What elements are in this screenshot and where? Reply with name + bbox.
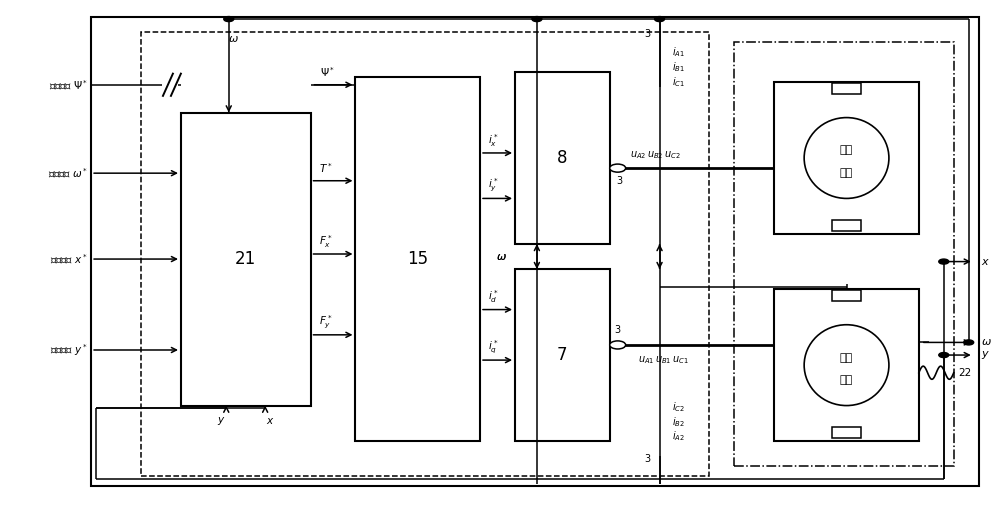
Circle shape — [655, 17, 665, 22]
Text: $\mathit{\omega}$: $\mathit{\omega}$ — [496, 251, 507, 262]
Text: $i_x^*$: $i_x^*$ — [488, 132, 498, 149]
FancyBboxPatch shape — [774, 290, 919, 441]
Ellipse shape — [804, 325, 889, 405]
FancyBboxPatch shape — [832, 427, 861, 438]
Text: 给定磁链 $\mathit{\Psi}^*$: 给定磁链 $\mathit{\Psi}^*$ — [49, 78, 88, 91]
Circle shape — [939, 259, 949, 264]
Text: 22: 22 — [959, 368, 972, 378]
Text: 3: 3 — [645, 454, 651, 464]
Text: 悬浮: 悬浮 — [840, 145, 853, 155]
FancyBboxPatch shape — [181, 113, 311, 405]
Text: 绕组: 绕组 — [840, 168, 853, 178]
Text: 15: 15 — [407, 250, 428, 268]
Text: $\mathit{\omega}$: $\mathit{\omega}$ — [228, 34, 239, 44]
Text: $y$: $y$ — [217, 415, 226, 427]
Text: $y$: $y$ — [981, 349, 990, 361]
FancyBboxPatch shape — [734, 42, 954, 466]
Text: 7: 7 — [557, 346, 568, 364]
Text: 给定转速 $\mathit{\omega}^*$: 给定转速 $\mathit{\omega}^*$ — [48, 166, 88, 180]
Text: 3: 3 — [615, 325, 621, 335]
Text: $i_{A1}$: $i_{A1}$ — [672, 45, 685, 59]
Text: $i_q^*$: $i_q^*$ — [488, 339, 498, 356]
Text: $F_x^*$: $F_x^*$ — [319, 233, 332, 250]
FancyBboxPatch shape — [515, 72, 610, 244]
Text: $i_{C2}$: $i_{C2}$ — [672, 401, 685, 415]
FancyBboxPatch shape — [832, 290, 861, 301]
FancyBboxPatch shape — [774, 82, 919, 234]
Text: 转矩: 转矩 — [840, 353, 853, 363]
Text: $x$: $x$ — [266, 416, 274, 426]
Text: $i_{C1}$: $i_{C1}$ — [672, 75, 685, 89]
Circle shape — [532, 17, 542, 22]
Circle shape — [610, 341, 626, 349]
Text: $F_y^*$: $F_y^*$ — [319, 313, 332, 331]
Text: 3: 3 — [617, 176, 623, 186]
FancyBboxPatch shape — [355, 77, 480, 441]
Text: $T^*$: $T^*$ — [319, 161, 332, 175]
Circle shape — [939, 353, 949, 358]
Circle shape — [224, 17, 234, 22]
Text: $i_{B1}$: $i_{B1}$ — [672, 60, 685, 74]
Text: 8: 8 — [557, 149, 568, 167]
Text: $\mathit{\omega}$: $\mathit{\omega}$ — [496, 251, 507, 262]
Circle shape — [610, 164, 626, 172]
Text: 21: 21 — [235, 250, 256, 268]
FancyBboxPatch shape — [91, 17, 979, 486]
Text: 给定位移 $x^*$: 给定位移 $x^*$ — [50, 252, 88, 266]
Circle shape — [964, 340, 974, 345]
Text: $i_y^*$: $i_y^*$ — [488, 177, 498, 195]
Text: $\mathit{\omega}$: $\mathit{\omega}$ — [981, 337, 991, 347]
Text: $x$: $x$ — [981, 257, 990, 267]
FancyBboxPatch shape — [141, 31, 709, 477]
Text: $u_{A2}\,u_{B2}\,u_{C2}$: $u_{A2}\,u_{B2}\,u_{C2}$ — [630, 149, 680, 162]
Text: $u_{A1}\,u_{B1}\,u_{C1}$: $u_{A1}\,u_{B1}\,u_{C1}$ — [638, 354, 688, 366]
Text: 绕组: 绕组 — [840, 375, 853, 385]
Text: $i_{A2}$: $i_{A2}$ — [672, 429, 684, 443]
FancyBboxPatch shape — [832, 83, 861, 94]
FancyBboxPatch shape — [515, 269, 610, 441]
Ellipse shape — [804, 117, 889, 199]
Text: $i_d^*$: $i_d^*$ — [488, 289, 498, 305]
FancyBboxPatch shape — [832, 220, 861, 231]
Text: $\mathit{\Psi}^*$: $\mathit{\Psi}^*$ — [320, 65, 335, 79]
Text: 3: 3 — [645, 29, 651, 39]
Text: 给定位移 $y^*$: 给定位移 $y^*$ — [50, 342, 88, 358]
Text: $i_{B2}$: $i_{B2}$ — [672, 415, 684, 429]
